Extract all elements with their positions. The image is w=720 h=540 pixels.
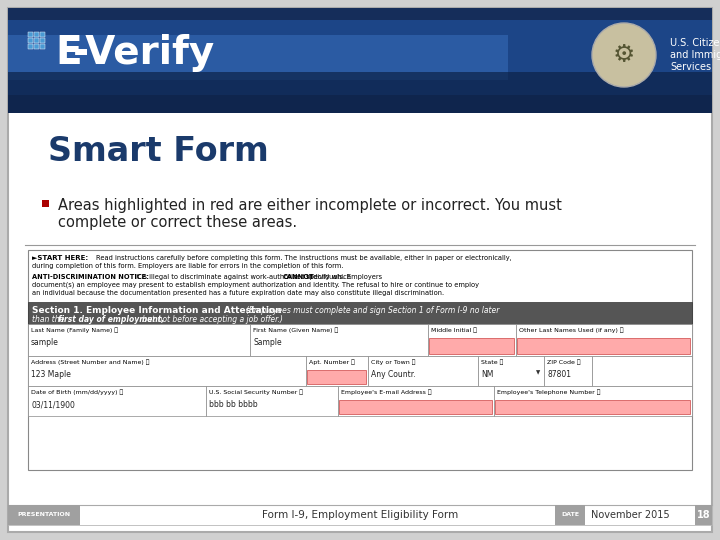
Bar [28,44,33,49]
Bar [592,356,692,386]
Text: Services: Services [670,62,711,72]
Text: complete or correct these areas.: complete or correct these areas. [58,215,297,230]
Text: Middle Initial ⓘ: Middle Initial ⓘ [431,327,477,333]
Bar [40,44,45,49]
Text: E: E [55,34,81,72]
Bar [306,356,368,386]
Bar [695,505,712,525]
Bar [429,338,514,354]
Text: Other Last Names Used (if any) ⓘ: Other Last Names Used (if any) ⓘ [519,327,624,333]
Bar [8,505,80,525]
Text: CANNOT: CANNOT [283,274,315,280]
Text: Employee's E-mail Address ⓘ: Employee's E-mail Address ⓘ [341,389,431,395]
Text: ZIP Code ⓘ: ZIP Code ⓘ [547,359,580,364]
Bar [28,386,206,416]
Text: and Immigration: and Immigration [670,50,720,60]
Text: Smart Form: Smart Form [48,135,269,168]
Bar [307,370,366,384]
Text: ANTI-DISCRIMINATION NOTICE:: ANTI-DISCRIMINATION NOTICE: [32,274,149,280]
Text: DATE: DATE [561,512,579,517]
Text: bbb bb bbbb: bbb bb bbbb [209,400,258,409]
Bar [368,356,478,386]
Text: during completion of this form. Employers are liable for errors in the completio: during completion of this form. Employer… [32,263,343,269]
Bar [428,324,516,356]
Bar [28,38,33,43]
Bar [544,356,592,386]
Text: City or Town ⓘ: City or Town ⓘ [371,359,415,364]
Bar [478,356,544,386]
Text: It is illegal to discriminate against work-authorized individuals. Employers: It is illegal to discriminate against wo… [135,274,382,280]
Text: PRESENTATION: PRESENTATION [17,512,71,517]
Text: First Name (Given Name) ⓘ: First Name (Given Name) ⓘ [253,327,338,333]
Bar [40,38,45,43]
Bar [339,400,492,414]
Text: 123 Maple: 123 Maple [31,370,71,379]
Bar [28,324,250,356]
Text: U.S. Social Security Number ⓘ: U.S. Social Security Number ⓘ [209,389,303,395]
Bar [8,35,508,80]
Text: Date of Birth (mm/dd/yyyy) ⓘ: Date of Birth (mm/dd/yyyy) ⓘ [31,389,123,395]
Text: than the: than the [32,315,67,324]
Text: NM: NM [481,370,493,379]
Bar [42,200,49,207]
Bar [34,32,39,37]
Bar [250,324,428,356]
Text: sample: sample [31,338,59,347]
Text: U.S. Citizenship: U.S. Citizenship [670,38,720,48]
Text: Areas highlighted in red are either incomplete or incorrect. You must: Areas highlighted in red are either inco… [58,198,562,213]
Bar [516,324,692,356]
Bar [555,505,585,525]
Bar [338,386,494,416]
Text: ⚙: ⚙ [613,43,635,67]
Bar [8,72,712,113]
Text: Any Countr.: Any Countr. [371,370,415,379]
Text: but not before accepting a job offer.): but not before accepting a job offer.) [140,315,283,324]
Text: November 2015: November 2015 [590,510,670,520]
Bar [206,386,338,416]
Bar [28,356,306,386]
Text: Apt. Number ⓘ: Apt. Number ⓘ [309,359,355,364]
Text: 03/11/1900: 03/11/1900 [31,400,75,409]
Text: specify which: specify which [306,274,351,280]
Bar [34,44,39,49]
Text: Address (Street Number and Name) ⓘ: Address (Street Number and Name) ⓘ [31,359,150,364]
Bar [28,302,692,324]
Text: an individual because the documentation presented has a future expiration date m: an individual because the documentation … [32,290,444,296]
Bar [517,338,690,354]
Text: (Employees must complete and sign Section 1 of Form I-9 no later: (Employees must complete and sign Sectio… [246,306,500,315]
Text: first day of employment,: first day of employment, [58,315,164,324]
Bar [34,38,39,43]
Bar [28,250,692,470]
Circle shape [592,23,656,87]
Bar [40,32,45,37]
Text: 87801: 87801 [547,370,571,379]
Bar [8,505,712,525]
Bar [8,20,712,95]
Text: Form I-9, Employment Eligibility Form: Form I-9, Employment Eligibility Form [262,510,458,520]
Text: Read instructions carefully before completing this form. The instructions must b: Read instructions carefully before compl… [96,255,512,261]
Bar [494,386,692,416]
Bar [495,400,690,414]
Text: Section 1. Employee Information and Attestation: Section 1. Employee Information and Atte… [32,306,282,315]
Bar [28,32,33,37]
Bar [8,8,712,113]
Text: 18: 18 [697,510,711,520]
Text: Sample: Sample [253,338,282,347]
Text: ▼: ▼ [536,370,540,375]
Text: document(s) an employee may present to establish employment authorization and id: document(s) an employee may present to e… [32,282,479,288]
Text: Last Name (Family Name) ⓘ: Last Name (Family Name) ⓘ [31,327,118,333]
Text: -Verify: -Verify [73,34,215,72]
Text: Employee's Telephone Number ⓘ: Employee's Telephone Number ⓘ [497,389,600,395]
Text: State ⓘ: State ⓘ [481,359,503,364]
Text: ►START HERE:: ►START HERE: [32,255,88,261]
